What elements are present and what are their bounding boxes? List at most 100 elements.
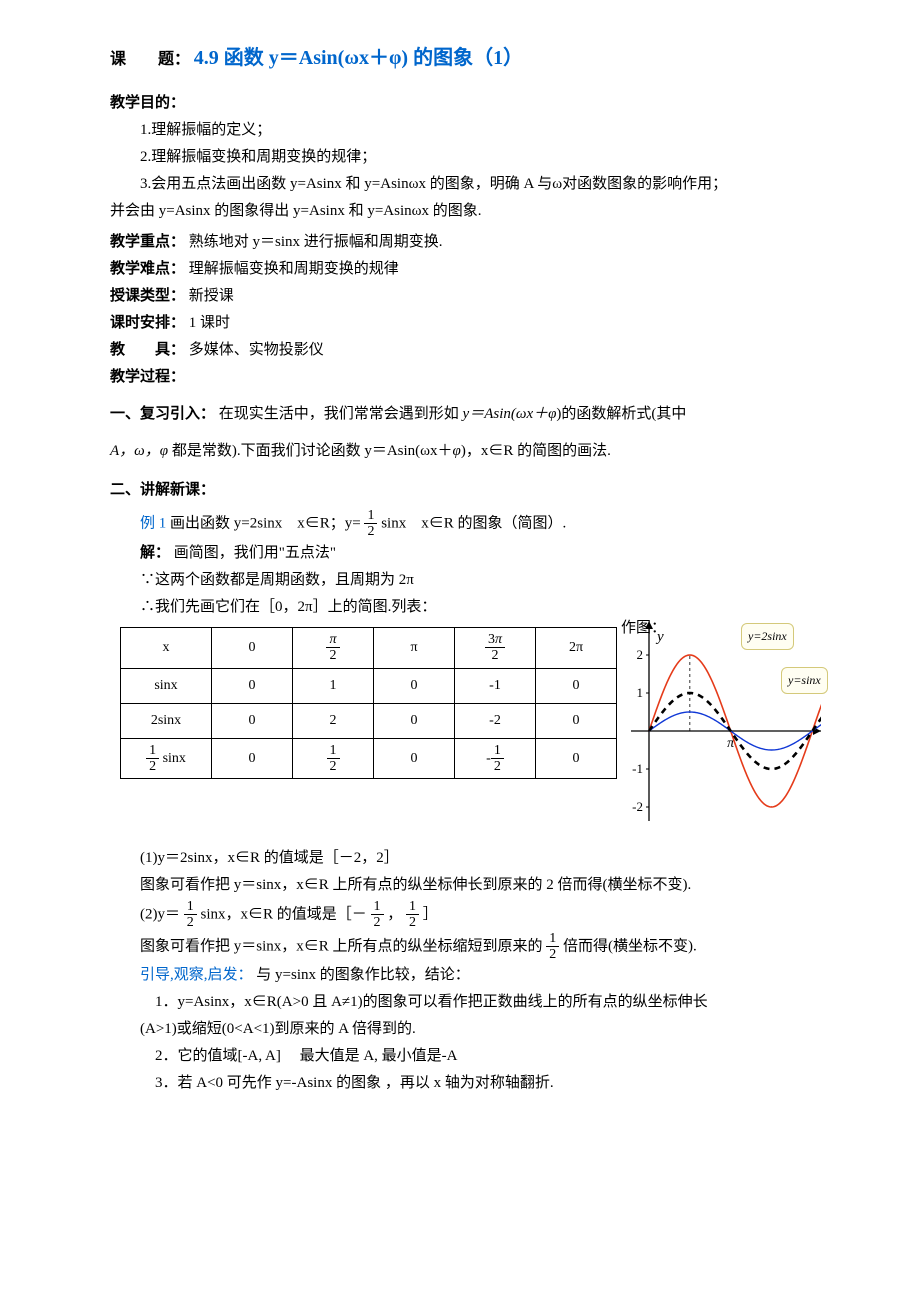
phi-2: φ (160, 443, 168, 459)
svg-text:-2: -2 (632, 799, 643, 814)
intro-1c: )的函数解析式(其中 (556, 406, 686, 422)
post-4: 图象可看作把 y＝sinx，x∈R 上所有点的纵坐标缩短到原来的 12 倍而得(… (140, 931, 890, 963)
cell: 0 (374, 738, 455, 779)
nandian-value: 理解振幅变换和周期变换的规律 (189, 261, 399, 277)
table-graph-row: x 0 π2 π 3π2 2π sinx 0 1 0 -1 0 2sinx 0 … (110, 621, 890, 821)
zhongdian-value: 熟练地对 y＝sinx 进行振幅和周期变换. (189, 234, 443, 250)
frac-half-5: 12 (546, 931, 559, 963)
guide-line: 引导,观察,启发： 与 y=sinx 的图象作比较，结论： (140, 962, 890, 989)
graph-container: 作图： 21-1-2yπ y=2sinx y=sinx (631, 621, 821, 821)
cell: 0 (212, 668, 293, 703)
goal-1: 1.理解振幅的定义； (140, 117, 890, 144)
post-4a: 图象可看作把 y＝sinx，x∈R 上所有点的纵坐标缩短到原来的 (140, 938, 543, 954)
zhongdian-label: 教学重点： (110, 234, 185, 250)
phi-3: φ (453, 443, 461, 459)
keshi-value: 1 课时 (189, 315, 230, 331)
keshi-label: 课时安排： (110, 315, 185, 331)
sol-2: ∵这两个函数都是周期函数，且周期为 2π (140, 567, 890, 594)
intro-1a: 在现实生活中，我们常常会遇到形如 (219, 406, 463, 422)
leixing-label: 授课类型： (110, 288, 185, 304)
cell: 2π (536, 627, 617, 668)
goal-3b: 并会由 y=Asinx 的图象得出 y=Asinx 和 y=Asinωx 的图象… (110, 198, 890, 225)
svg-text:2: 2 (637, 647, 644, 662)
guide-label: 引导,观察,启发： (140, 967, 253, 983)
intro-para-1: 一、复习引入： 在现实生活中，我们常常会遇到形如 y＝Asin(ωx＋φ)的函数… (110, 401, 890, 428)
jiaoju-row: 教 具： 多媒体、实物投影仪 (110, 337, 890, 364)
sec2-heading: 二、讲解新课： (110, 477, 890, 504)
guide-text: 与 y=sinx 的图象作比较，结论： (256, 967, 469, 983)
ex1-qb: sinx x∈R 的图象（简图）. (381, 515, 566, 531)
post-1: (1)y＝2sinx，x∈R 的值域是［－2，2］ (140, 845, 890, 872)
guocheng-label: 教学过程： (110, 364, 890, 391)
ex1-label: 例 1 (140, 515, 170, 531)
goal-2: 2.理解振幅变换和周期变换的规律； (140, 144, 890, 171)
frac-half-2: 12 (184, 899, 197, 931)
conclusion-1a: 1．y=Asinx，x∈R(A>0 且 A≠1)的图象可以看作把正数曲线上的所有… (155, 989, 890, 1016)
cell: 12 sinx (121, 738, 212, 779)
cell: 0 (536, 703, 617, 738)
cell: 2sinx (121, 703, 212, 738)
callout-sinx: y=sinx (781, 667, 828, 695)
title-label: 课 题： (110, 51, 190, 68)
cell: 0 (536, 738, 617, 779)
example-1: 例 1 画出函数 y=2sinx x∈R；y= 12 sinx x∈R 的图象（… (140, 508, 890, 540)
cell: sinx (121, 668, 212, 703)
cell: -12 (455, 738, 536, 779)
table-row: 12 sinx 0 12 0 -12 0 (121, 738, 617, 779)
zhongdian-row: 教学重点： 熟练地对 y＝sinx 进行振幅和周期变换. (110, 229, 890, 256)
sol-1: 画简图，我们用"五点法" (174, 545, 336, 561)
five-point-table: x 0 π2 π 3π2 2π sinx 0 1 0 -1 0 2sinx 0 … (120, 627, 617, 780)
post-3: (2)y＝ 12 sinx，x∈R 的值域是［－ 12 ， 12 ］ (140, 899, 890, 931)
table-row: sinx 0 1 0 -1 0 (121, 668, 617, 703)
goals-heading: 教学目的： (110, 90, 890, 117)
callout-2sinx: y=2sinx (741, 623, 794, 651)
table-row: x 0 π2 π 3π2 2π (121, 627, 617, 668)
nandian-row: 教学难点： 理解振幅变换和周期变换的规律 (110, 256, 890, 283)
cell: π2 (293, 627, 374, 668)
cell: 0 (536, 668, 617, 703)
cell: -1 (455, 668, 536, 703)
frac-half-4: 12 (406, 899, 419, 931)
frac-half-3: 12 (371, 899, 384, 931)
intro-para-2: A，ω，φ 都是常数).下面我们讨论函数 y＝Asin(ωx＋φ)，x∈R 的简… (110, 438, 890, 465)
cell: 0 (212, 738, 293, 779)
keshi-row: 课时安排： 1 课时 (110, 310, 890, 337)
ex1-qa: 画出函数 y=2sinx x∈R；y= (170, 515, 361, 531)
jiaoju-label: 教 具： (110, 342, 185, 358)
leixing-value: 新授课 (189, 288, 234, 304)
intro-1b: y＝Asin(ωx＋ (463, 406, 549, 422)
graph-note: 作图： (621, 615, 666, 642)
cell: 3π2 (455, 627, 536, 668)
intro-2c: )，x∈R 的简图的画法. (461, 443, 611, 459)
sol-3: ∴我们先画它们在［0，2π］上的简图.列表： (140, 594, 890, 621)
intro-heading: 一、复习引入： (110, 406, 215, 422)
conclusion-1b: (A>1)或缩短(0<A<1)到原来的 A 倍得到的. (140, 1016, 890, 1043)
sol-line-1: 解： 画简图，我们用"五点法" (140, 540, 890, 567)
cell: -2 (455, 703, 536, 738)
cell: π (374, 627, 455, 668)
conclusion-2: 2．它的值域[-A, A] 最大值是 A, 最小值是-A (155, 1043, 890, 1070)
cell: 0 (374, 703, 455, 738)
post-3b: sinx，x∈R 的值域是［－ (201, 906, 367, 922)
lesson-title: 课 题： 4.9 函数 y＝Asin(ωx＋φ) 的图象（1） (110, 40, 890, 76)
cell: 0 (374, 668, 455, 703)
nandian-label: 教学难点： (110, 261, 185, 277)
frac-half-1: 12 (364, 508, 377, 540)
svg-text:1: 1 (637, 685, 644, 700)
title-text: 4.9 函数 y＝Asin(ωx＋φ) 的图象（1） (194, 47, 523, 69)
leixing-row: 授课类型： 新授课 (110, 283, 890, 310)
sol-label: 解： (140, 545, 170, 561)
post-4b: 倍而得(横坐标不变). (563, 938, 697, 954)
cell: 0 (212, 627, 293, 668)
post-3d: ］ (423, 906, 438, 922)
cell: 0 (212, 703, 293, 738)
svg-text:-1: -1 (632, 761, 643, 776)
intro-2a: A，ω， (110, 443, 160, 459)
intro-2b: 都是常数).下面我们讨论函数 y＝Asin(ωx＋ (172, 443, 453, 459)
cell: 1 (293, 668, 374, 703)
post-3c: ， (387, 906, 402, 922)
cell: 2 (293, 703, 374, 738)
post-3a: (2)y＝ (140, 906, 180, 922)
conclusion-3: 3．若 A<0 可先作 y=-Asinx 的图象 ，再以 x 轴为对称轴翻折. (155, 1070, 890, 1097)
table-row: 2sinx 0 2 0 -2 0 (121, 703, 617, 738)
